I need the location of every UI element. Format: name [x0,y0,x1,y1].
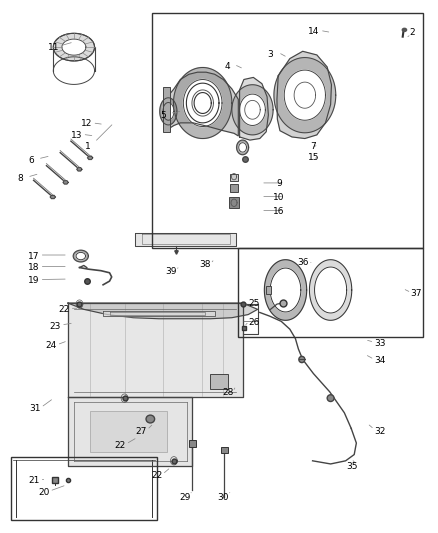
Text: 21: 21 [28,476,39,485]
Bar [90,411,166,452]
Polygon shape [240,77,268,140]
Text: 1: 1 [85,142,91,151]
Bar [238,248,423,337]
Polygon shape [62,39,86,55]
Text: 13: 13 [71,132,82,140]
Polygon shape [166,72,238,136]
Text: 25: 25 [248,298,260,308]
Polygon shape [277,51,332,139]
Text: 35: 35 [346,462,358,471]
Polygon shape [239,143,247,152]
Polygon shape [173,68,232,139]
Text: 19: 19 [28,276,39,285]
Polygon shape [76,253,85,260]
Polygon shape [310,260,352,320]
Text: 33: 33 [374,339,386,348]
Polygon shape [270,268,301,312]
Polygon shape [160,98,177,125]
Ellipse shape [402,28,406,31]
Polygon shape [88,156,93,159]
Polygon shape [63,181,68,184]
Bar [152,13,423,248]
Polygon shape [53,34,95,61]
Polygon shape [50,196,55,199]
Text: 7: 7 [311,142,316,151]
Text: 27: 27 [135,426,147,435]
Text: 34: 34 [374,356,385,365]
Text: 12: 12 [81,119,92,128]
Bar [266,286,272,294]
Text: 31: 31 [29,404,41,413]
Text: 23: 23 [49,322,61,331]
Text: 8: 8 [18,174,24,183]
Text: 22: 22 [58,305,69,314]
Bar [230,184,238,192]
Text: 17: 17 [28,252,39,261]
Polygon shape [135,232,236,246]
Text: 11: 11 [48,43,60,52]
Text: 39: 39 [165,267,177,276]
Text: 32: 32 [374,426,385,435]
Bar [210,374,228,389]
Text: 22: 22 [115,441,126,450]
Polygon shape [73,250,88,262]
Text: 30: 30 [218,493,229,502]
Text: 20: 20 [38,488,49,497]
Polygon shape [314,267,346,313]
Text: 22: 22 [151,471,162,480]
Text: 4: 4 [225,62,230,71]
Text: 29: 29 [179,493,191,502]
Polygon shape [274,58,336,133]
Bar [229,197,239,208]
Text: 9: 9 [276,180,282,189]
Polygon shape [68,397,192,466]
Polygon shape [163,102,174,120]
Polygon shape [265,260,307,320]
Text: 14: 14 [308,27,319,36]
Text: 6: 6 [28,156,34,165]
Text: 2: 2 [410,28,415,37]
Polygon shape [232,85,273,135]
Polygon shape [103,311,215,316]
Bar [221,447,228,454]
Text: 16: 16 [273,207,285,216]
Ellipse shape [146,415,155,423]
Ellipse shape [299,357,305,362]
Polygon shape [240,94,265,125]
Bar [189,440,196,447]
Bar [11,457,157,520]
Text: 28: 28 [222,389,233,398]
Text: 26: 26 [248,318,260,327]
Text: 3: 3 [268,50,273,59]
Polygon shape [68,303,258,319]
Text: 18: 18 [28,263,39,272]
Bar [230,174,238,181]
Polygon shape [237,140,249,155]
Text: 36: 36 [297,258,308,267]
Polygon shape [284,70,325,120]
Text: 24: 24 [45,342,57,350]
Text: 5: 5 [160,110,166,119]
Text: 38: 38 [200,261,211,270]
Text: 10: 10 [273,193,285,202]
Polygon shape [184,79,222,126]
Polygon shape [68,303,243,397]
Text: 15: 15 [307,154,319,163]
Bar [163,87,170,132]
Polygon shape [77,168,82,171]
Ellipse shape [327,395,334,401]
Text: 37: 37 [411,289,422,298]
